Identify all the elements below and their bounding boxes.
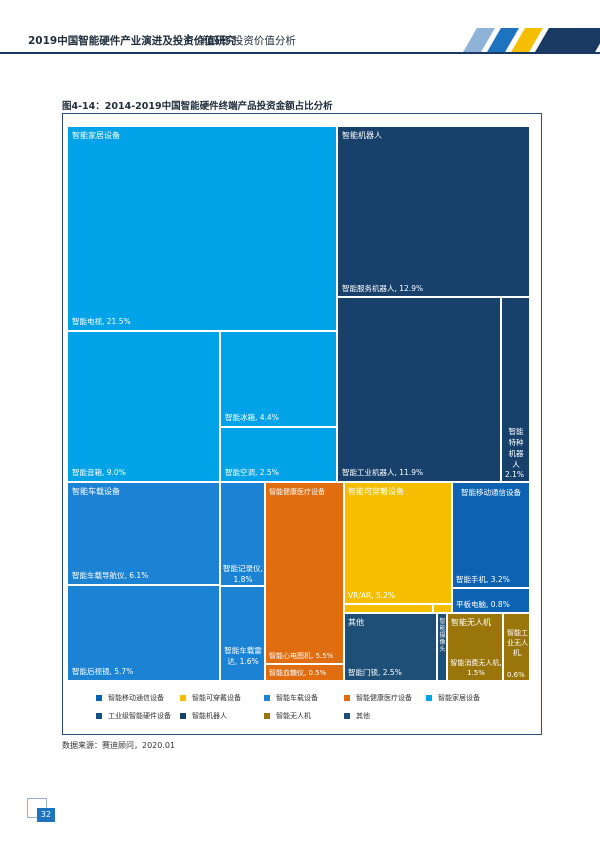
group-label-robot: 智能机器人 [342, 131, 382, 140]
group-label-health: 智能健康医疗设备 [269, 488, 325, 496]
treemap-cell-ecg: 智能健康医疗设备 智能心电图机, 5.5% [265, 482, 344, 664]
legend-label: 智能健康医疗设备 [356, 694, 412, 702]
legend-label: 其他 [356, 712, 370, 720]
treemap-cell-mirror: 智能后视镜, 5.7% [67, 585, 220, 681]
treemap-cell-speaker: 智能音箱, 9.0% [67, 331, 220, 482]
cell-label-glucose: 智能血糖仪, 0.5% [269, 669, 327, 677]
treemap-cell-wearable-small [344, 604, 433, 613]
legend-swatch [180, 713, 186, 719]
cell-label-radar: 智能车载雷达, 1.6% [224, 646, 262, 666]
cell-label-vrar: VR/AR, 5.2% [348, 591, 396, 600]
legend-item: 其他 [344, 711, 370, 721]
treemap-cell-wearable-small [433, 604, 452, 613]
treemap-cell-tv: 智能家居设备 智能电视, 21.5% [67, 126, 337, 331]
treemap-cell-glucose: 智能血糖仪, 0.5% [265, 664, 344, 681]
cell-label-industrial-robot: 智能工业机器人, 11.9% [342, 468, 424, 477]
treemap-cell-nav: 智能车载设备 智能车载导航仪, 6.1% [67, 482, 220, 585]
treemap-cell-fridge: 智能冰箱, 4.4% [220, 331, 337, 427]
legend-swatch [96, 713, 102, 719]
cell-label-consumer-drone: 智能消费无人机, 1.5% [450, 659, 502, 677]
legend-label: 智能移动通信设备 [108, 694, 164, 702]
cell-label-camera: 智能摄像头 [439, 618, 446, 653]
header-rule [0, 52, 600, 54]
treemap-cell-lock: 其他 智能门锁, 2.5% [344, 613, 437, 681]
legend-label: 智能机器人 [192, 712, 227, 720]
cell-label-tablet: 平板电脑, 0.8% [456, 600, 510, 609]
cell-value-industrial-drone: 0.6% [507, 671, 525, 679]
treemap-cell-service-robot: 智能机器人 智能服务机器人, 12.9% [337, 126, 530, 297]
treemap-cell-recorder: 智能记录仪, 1.8% [220, 482, 265, 586]
legend-label: 智能家居设备 [438, 694, 480, 702]
legend-swatch [264, 713, 270, 719]
treemap-cell-camera: 智能摄像头 [437, 613, 447, 681]
cell-label-tv: 智能电视, 21.5% [72, 317, 131, 326]
legend-item: 智能可穿戴设备 [180, 693, 241, 703]
legend-swatch [96, 695, 102, 701]
chapter-title: 第四章 投资价值分析 [198, 35, 296, 47]
cell-label-fridge: 智能冰箱, 4.4% [225, 413, 279, 422]
legend-item: 智能机器人 [180, 711, 227, 721]
cell-label-nav: 智能车载导航仪, 6.1% [72, 571, 149, 580]
legend-item: 智能车载设备 [264, 693, 318, 703]
report-title: 2019中国智能硬件产业演进及投资价值研究 [28, 35, 236, 47]
treemap-cell-tablet: 平板电脑, 0.8% [452, 588, 530, 613]
legend-item: 工业级智能硬件设备 [96, 711, 171, 721]
group-label-wearable: 智能可穿戴设备 [348, 487, 404, 496]
cell-label-speaker: 智能音箱, 9.0% [72, 468, 126, 477]
cell-label-lock: 智能门锁, 2.5% [348, 668, 402, 677]
legend-label: 智能车载设备 [276, 694, 318, 702]
legend-label: 工业级智能硬件设备 [108, 712, 171, 720]
cell-label-ac: 智能空调, 2.5% [225, 468, 279, 477]
legend-swatch [264, 695, 270, 701]
legend-label: 智能无人机 [276, 712, 311, 720]
legend-item: 智能健康医疗设备 [344, 693, 412, 703]
treemap-cell-ac: 智能空调, 2.5% [220, 427, 337, 482]
legend-item: 智能无人机 [264, 711, 311, 721]
legend-swatch [426, 695, 432, 701]
cell-value-special-robot: 2.1% [505, 470, 525, 479]
cell-label-service-robot: 智能服务机器人, 12.9% [342, 284, 424, 293]
figure-source: 数据来源：赛迪顾问，2020.01 [62, 741, 176, 750]
figure-title: 图4-14：2014-2019中国智能硬件终端产品投资金额占比分析 [62, 101, 333, 112]
group-label-other: 其他 [348, 618, 364, 627]
cell-label-industrial-drone: 智能工业无人机, [507, 629, 528, 657]
treemap-cell-special-robot: 智能特种机器人 2.1% [501, 297, 530, 482]
cell-label-mirror: 智能后视镜, 5.7% [72, 667, 134, 676]
group-label-vehicle: 智能车载设备 [72, 487, 120, 496]
legend-item: 智能移动通信设备 [96, 693, 164, 703]
chart-legend: 智能移动通信设备 智能可穿戴设备 智能车载设备 智能健康医疗设备 智能家居设备 … [96, 690, 526, 730]
treemap-cell-phone: 智能移动通信设备 智能手机, 3.2% [452, 482, 530, 588]
treemap-cell-industrial-robot: 智能工业机器人, 11.9% [337, 297, 501, 482]
treemap-cell-industrial-drone: 智能工业无人机, 0.6% [503, 613, 530, 681]
cell-label-special-robot: 智能特种机器人 [508, 427, 524, 469]
cell-label-phone: 智能手机, 3.2% [456, 575, 510, 584]
cell-label-ecg: 智能心电图机, 5.5% [269, 652, 334, 660]
group-label-home: 智能家居设备 [72, 131, 120, 140]
treemap-cell-radar: 智能车载雷达, 1.6% [220, 586, 265, 681]
treemap-cell-vrar: 智能可穿戴设备 VR/AR, 5.2% [344, 482, 452, 604]
legend-label: 智能可穿戴设备 [192, 694, 241, 702]
legend-swatch [344, 695, 350, 701]
treemap-cell-consumer-drone: 智能无人机 智能消费无人机, 1.5% [447, 613, 503, 681]
legend-item: 智能家居设备 [426, 693, 480, 703]
header-separator: | [186, 32, 191, 45]
group-label-drone: 智能无人机 [451, 618, 491, 627]
legend-swatch [344, 713, 350, 719]
legend-swatch [180, 695, 186, 701]
cell-label-recorder: 智能记录仪, 1.8% [223, 564, 263, 584]
figure-frame [62, 113, 542, 735]
group-label-mobile: 智能移动通信设备 [461, 488, 521, 497]
page-number: 32 [37, 808, 55, 822]
